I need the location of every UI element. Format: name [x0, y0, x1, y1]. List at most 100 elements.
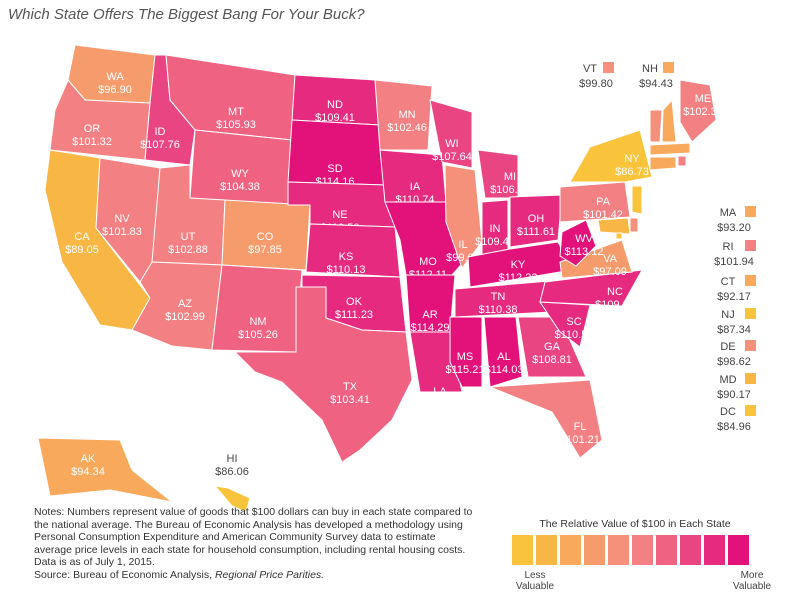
state-value: $109.05 — [595, 299, 635, 311]
state-value: $113.12 — [565, 246, 604, 258]
source-line: Source: Bureau of Economic Analysis, Reg… — [34, 569, 474, 582]
state-code: TX — [343, 381, 358, 393]
state-value: $109.41 — [475, 236, 515, 248]
state-value: $112.23 — [499, 272, 538, 284]
state-value: $101.21 — [560, 434, 600, 446]
state-value: $93.20 — [717, 222, 751, 234]
state-code: ME — [695, 93, 712, 105]
state-value: $109.65 — [420, 399, 460, 411]
state-value: $106.16 — [490, 184, 530, 196]
state-code: IN — [490, 223, 501, 235]
state-region — [559, 219, 597, 267]
state-code: AK — [81, 453, 96, 465]
state-value: $92.17 — [717, 291, 751, 303]
state-value: $97.09 — [593, 266, 627, 278]
state-region — [679, 79, 717, 143]
state-region — [569, 129, 653, 183]
state-value: $111.23 — [335, 309, 373, 321]
state-swatch — [745, 275, 756, 286]
state-code: MN — [398, 109, 415, 121]
state-value: $102.46 — [387, 122, 427, 134]
legend-title: The Relative Value of $100 in Each State — [539, 518, 731, 530]
state-value: $86.73 — [615, 166, 649, 178]
state-region — [629, 217, 639, 233]
state-code: MA — [720, 207, 737, 219]
state-region — [517, 316, 587, 378]
state-swatch — [745, 308, 756, 319]
state-value: $102.88 — [168, 244, 208, 256]
state-region — [449, 316, 483, 388]
state-region — [37, 437, 173, 503]
state-region — [559, 239, 633, 279]
state-code: GA — [544, 341, 561, 353]
state-code: PA — [596, 196, 611, 208]
state-code: IL — [458, 239, 467, 251]
state-code: WV — [575, 233, 593, 245]
state-code: WY — [231, 168, 249, 180]
state-region — [661, 98, 677, 143]
state-code: NH — [642, 63, 658, 75]
state-swatch — [745, 373, 756, 384]
state-region — [631, 185, 643, 215]
state-code: CO — [257, 231, 274, 243]
state-value: $98.62 — [717, 356, 751, 368]
legend-swatch — [632, 535, 653, 565]
state-region — [444, 164, 483, 270]
state-code: RI — [723, 241, 734, 253]
state-region — [649, 142, 691, 156]
state-code: OH — [528, 213, 545, 225]
state-code: AR — [422, 309, 437, 321]
state-code: KY — [511, 259, 526, 271]
state-value: $87.34 — [717, 324, 751, 336]
legend-swatch — [704, 535, 725, 565]
state-value: $89.05 — [65, 244, 99, 256]
state-code: MO — [419, 256, 437, 268]
legend-swatch — [728, 535, 749, 565]
state-value: $107.76 — [140, 139, 180, 151]
state-value: $90.17 — [717, 389, 751, 401]
legend-swatch — [536, 535, 557, 565]
state-value: $84.96 — [717, 421, 751, 433]
state-code: WI — [445, 138, 458, 150]
state-value: $101.83 — [102, 226, 142, 238]
state-code: NJ — [721, 309, 734, 321]
state-value: $110.13 — [327, 264, 366, 276]
state-swatch — [745, 340, 756, 351]
state-value: $114.29 — [411, 322, 450, 334]
state-region — [429, 99, 473, 169]
state-code: DC — [720, 406, 736, 418]
state-code: NM — [249, 316, 266, 328]
state-value: $86.06 — [215, 466, 249, 478]
source-publication: Regional Price Parities. — [214, 568, 325, 581]
state-region — [489, 379, 603, 459]
title: Which State Offers The Biggest Bang For … — [8, 6, 365, 23]
state-code: DE — [720, 341, 735, 353]
legend-high-label: More Valuable — [732, 570, 772, 592]
state-region — [409, 331, 463, 393]
legend-swatch — [656, 535, 677, 565]
state-swatch — [745, 206, 756, 217]
notes-block: Notes: Numbers represent value of goods … — [34, 506, 474, 582]
state-code: WA — [106, 71, 124, 83]
notes: Notes: Numbers represent value of goods … — [34, 506, 473, 569]
state-code: MD — [719, 374, 736, 386]
state-code: LA — [433, 386, 447, 398]
state-value: $111.61 — [517, 226, 555, 238]
state-value: $99.80 — [579, 78, 613, 90]
state-swatch — [745, 240, 756, 251]
state-region — [233, 286, 413, 463]
state-value: $94.43 — [639, 78, 673, 90]
state-value: $110.38 — [479, 304, 518, 316]
state-code: NE — [332, 209, 347, 221]
state-code: IA — [410, 181, 421, 193]
state-value: $104.38 — [220, 181, 260, 193]
state-value: $97.85 — [248, 244, 282, 256]
state-value: $103.41 — [330, 394, 370, 406]
state-code: AL — [497, 351, 510, 363]
state-swatch — [663, 62, 674, 73]
state-region — [509, 194, 563, 248]
state-value: $115.21 — [446, 364, 485, 376]
legend-swatch — [584, 535, 605, 565]
state-code: VT — [583, 63, 597, 75]
state-code: SD — [327, 163, 342, 175]
